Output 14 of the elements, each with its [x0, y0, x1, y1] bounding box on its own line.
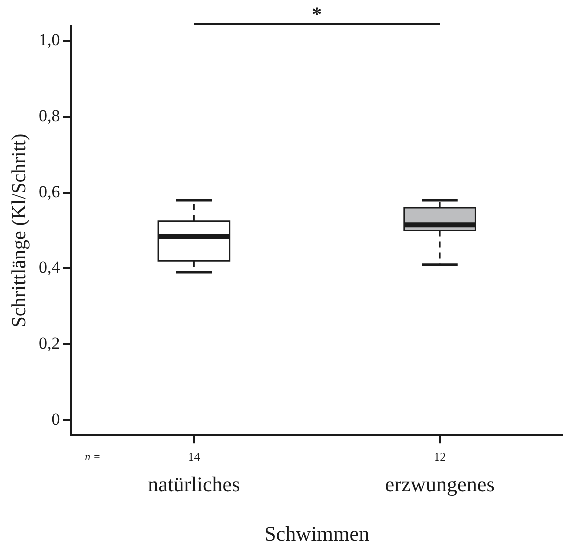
text: 12 [434, 450, 446, 464]
x-axis-title: Schwimmen [264, 522, 370, 546]
y-tick-label: 0 [52, 410, 60, 429]
y-tick-label: 0,4 [39, 258, 61, 278]
x-tick-label: erzwungenes [385, 472, 495, 497]
y-tick-label: 0,8 [39, 106, 60, 126]
y-tick-label: 1,0 [39, 30, 60, 50]
x-tick-label: natürliches [148, 472, 240, 497]
annotation: * [312, 4, 322, 26]
y-axis-title: Schrittlänge (Kl/Schritt) [8, 134, 30, 328]
text: 14 [188, 450, 200, 464]
y-tick-label: 0,2 [39, 334, 60, 354]
y-tick-label: 0,6 [39, 182, 60, 202]
text: n = [85, 451, 101, 464]
